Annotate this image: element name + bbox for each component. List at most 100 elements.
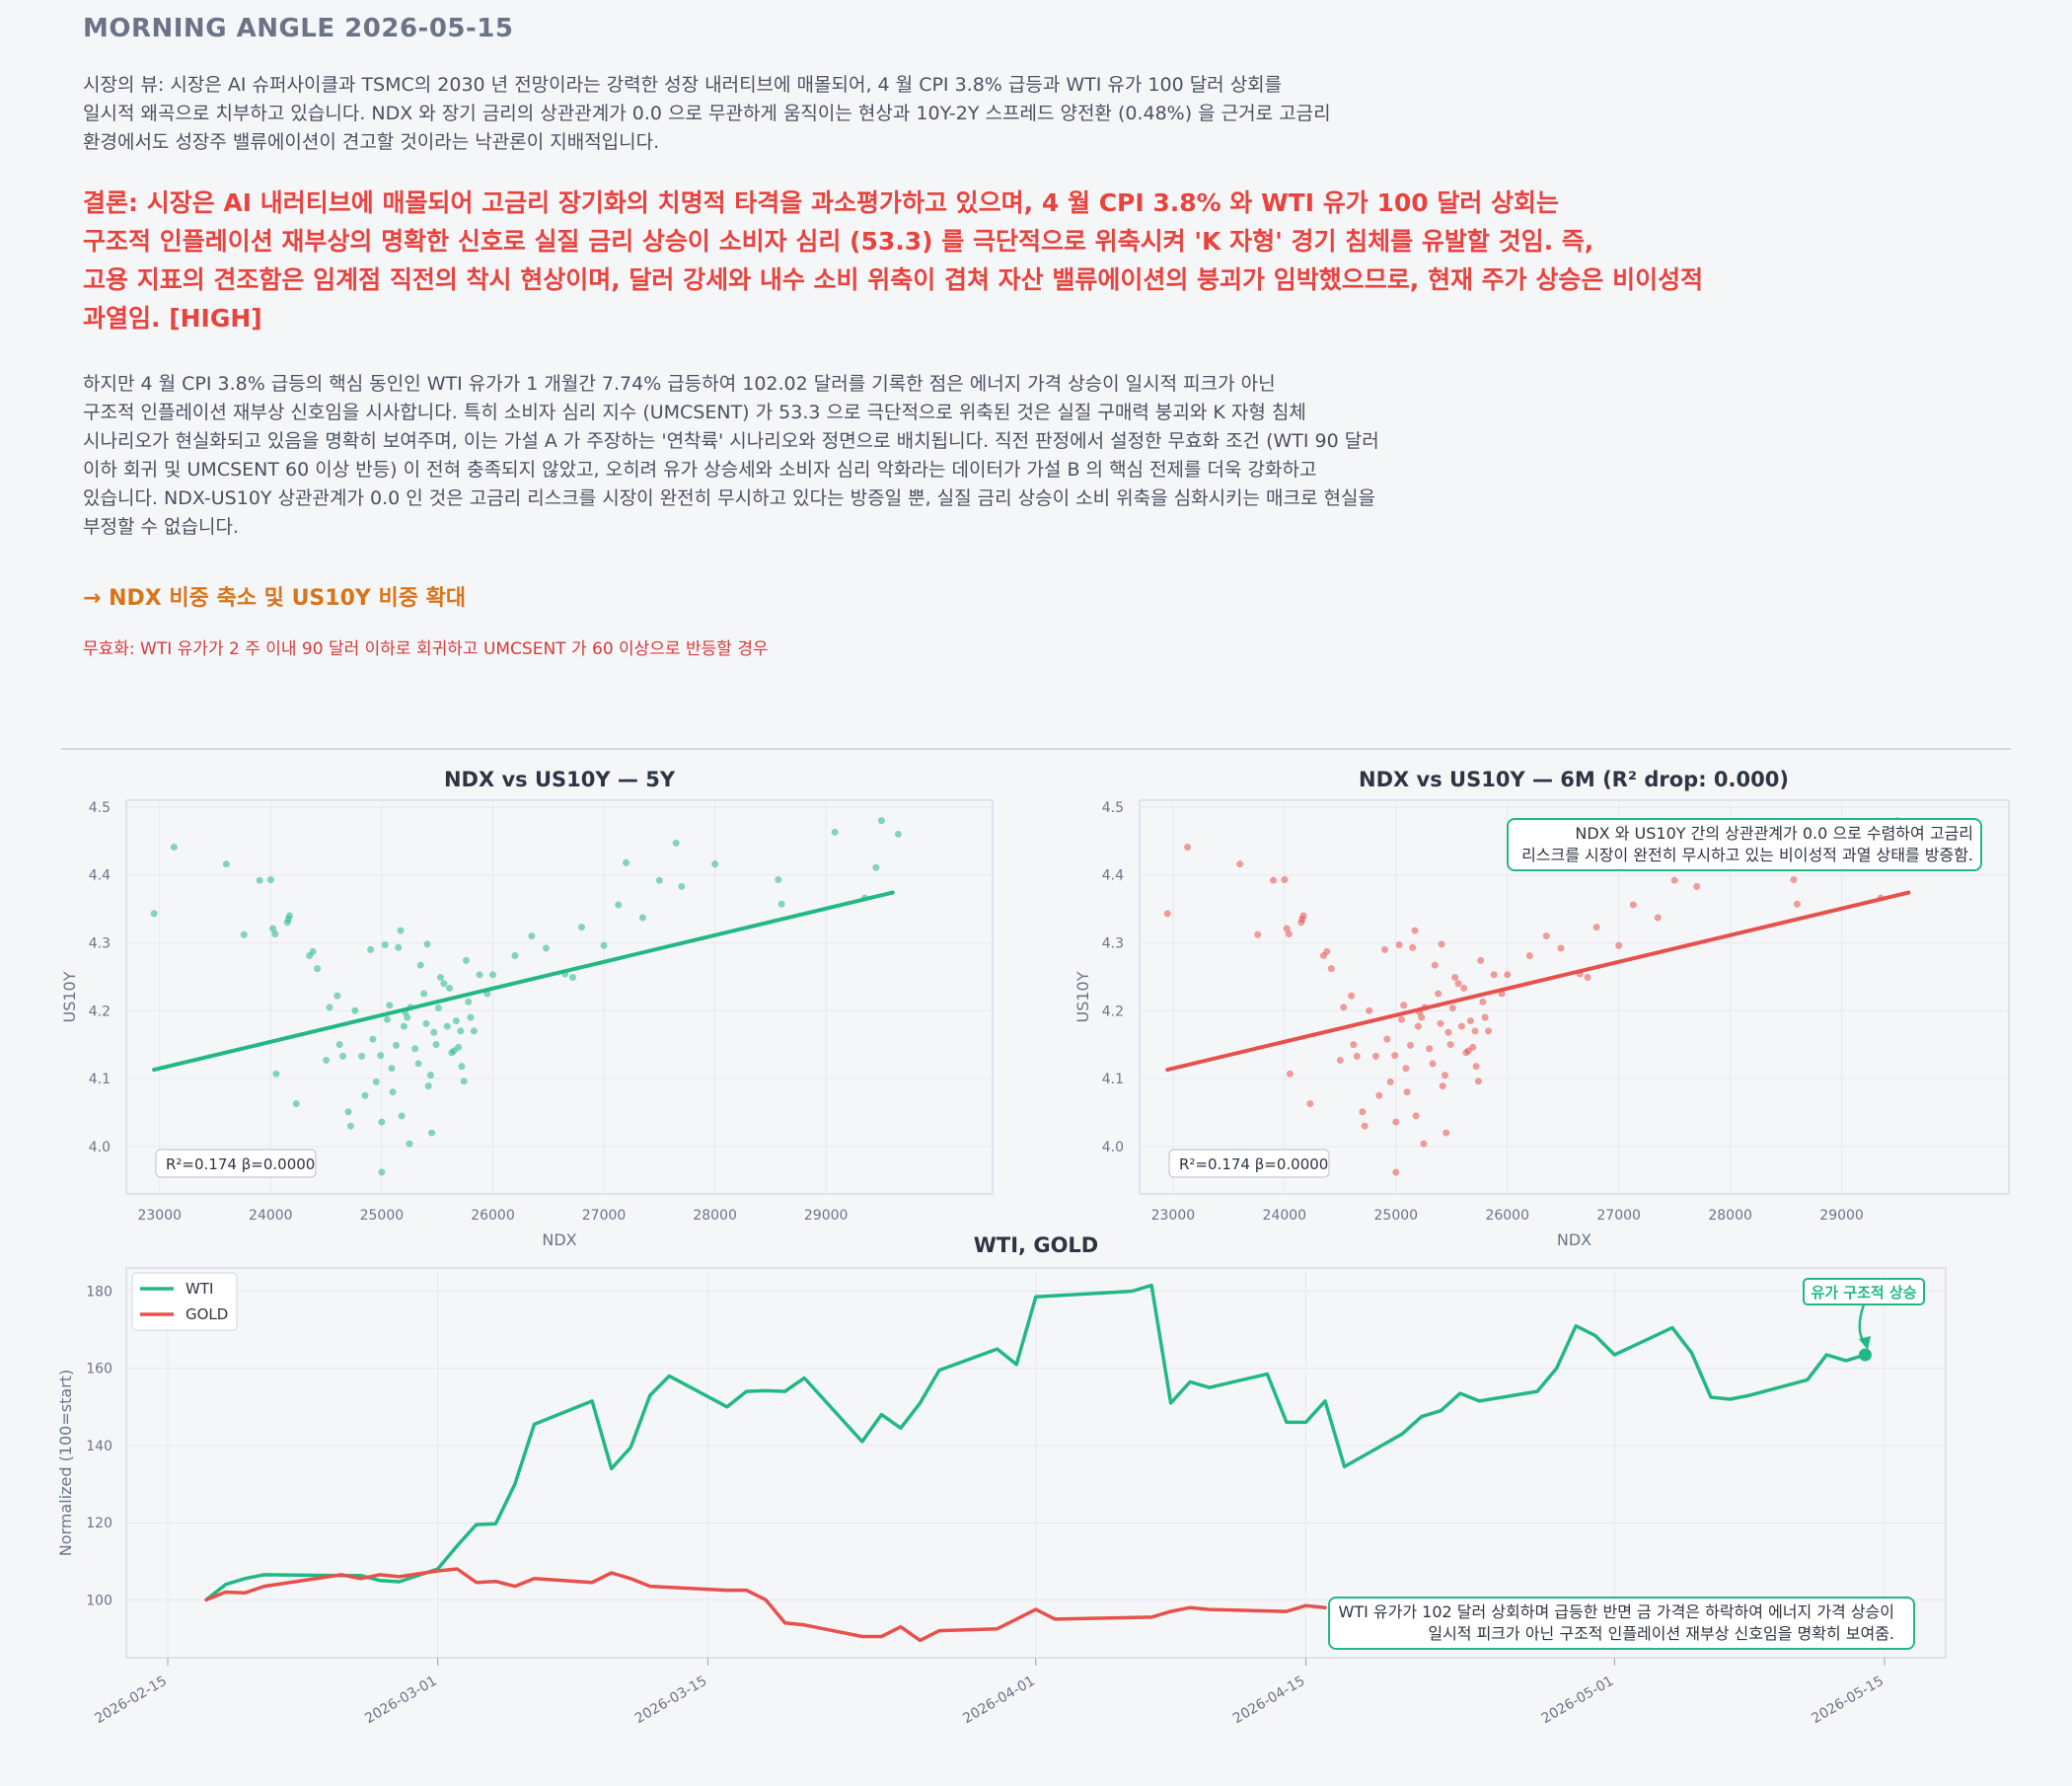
stats-box (1168, 1149, 1330, 1178)
x-tick-label: 2026-02-15 (93, 1674, 170, 1728)
y-tick-label: 4.4 (89, 868, 111, 884)
scatter-point (528, 932, 536, 940)
scatter-chart-1: 23000 24000 25000 26000 27000 28000 29000 4.0 4.… (60, 768, 994, 1249)
scatter-point (458, 1063, 466, 1071)
legend-label: WTI (185, 1280, 213, 1298)
page-title: MORNING ANGLE 2026-05-15 (83, 14, 514, 43)
market-view-text: 시장의 뷰: 시장은 AI 슈퍼사이클과 TSMC의 2030 년 전망이라는 … (83, 74, 1331, 153)
scatter-point (1504, 971, 1512, 979)
invalidation-condition: 무효화: WTI 유가가 2 주 이내 90 달러 이하로 회귀하고 UMCSE… (83, 639, 769, 659)
scatter-point (1471, 1027, 1479, 1035)
scatter-point (1485, 1027, 1493, 1035)
y-tick-label: 4.0 (1102, 1140, 1124, 1155)
y-axis-label: US10Y (1073, 971, 1092, 1022)
y-tick-label: 160 (86, 1362, 112, 1377)
y-tick-label: 4.2 (89, 1004, 111, 1019)
scatter-point (1441, 1072, 1448, 1079)
x-tick-label: 2026-04-15 (1230, 1674, 1307, 1728)
scatter-point (406, 1140, 413, 1148)
scatter-point (831, 828, 839, 836)
x-tick-label: 25000 (360, 1208, 405, 1224)
scatter-point (170, 843, 178, 851)
scatter-point (358, 1052, 366, 1060)
scatter-point (777, 900, 785, 908)
chart-title: NDX vs US10Y — 6M (R² drop: 0.000) (1359, 768, 1789, 791)
scatter-point (446, 985, 454, 993)
scatter-point (1298, 915, 1306, 923)
scatter-point (542, 944, 550, 952)
scatter-point (877, 817, 885, 825)
scatter-point (1451, 974, 1459, 982)
scatter-point (623, 858, 630, 866)
scatter-point (361, 1091, 369, 1099)
x-tick-label: 27000 (1596, 1208, 1641, 1224)
scatter-point (346, 1122, 354, 1130)
scatter-point (1439, 1082, 1446, 1090)
x-tick-label: 24000 (1263, 1208, 1307, 1224)
scatter-point (1438, 940, 1445, 948)
scatter-point (424, 1082, 432, 1090)
scatter-point (430, 1028, 438, 1036)
scatter-point (465, 998, 473, 1005)
scatter-point (378, 1168, 386, 1176)
scatter-point (678, 882, 686, 890)
scatter-point (1418, 1013, 1426, 1021)
scatter-point (1584, 974, 1591, 982)
y-tick-label: 4.3 (1102, 935, 1124, 951)
scatter-point (1403, 1088, 1411, 1096)
scatter-point (1443, 1129, 1450, 1137)
scatter-point (335, 1041, 343, 1049)
scatter-point (240, 930, 248, 938)
scatter-point (1383, 1035, 1391, 1043)
y-axis-label: US10Y (60, 971, 79, 1022)
scatter-point (1353, 1052, 1361, 1060)
chart-title: NDX vs US10Y — 5Y (444, 768, 676, 791)
scatter-point (388, 1065, 396, 1073)
scatter-point (426, 1072, 434, 1079)
scatter-point (872, 863, 880, 871)
scatter-point (1184, 843, 1192, 851)
annotation-arrowhead (1859, 1336, 1871, 1350)
chart-title: WTI, GOLD (974, 1233, 1099, 1257)
scatter-point (416, 961, 424, 969)
scatter-point (655, 876, 663, 884)
x-tick-label: 27000 (582, 1208, 627, 1224)
scatter-point (292, 1100, 300, 1108)
scatter-point (1327, 965, 1335, 973)
scatter-point (672, 839, 680, 847)
x-tick-label: 24000 (249, 1208, 293, 1224)
regression-line (152, 890, 895, 1073)
scatter-point (455, 1043, 463, 1051)
scatter-point (1361, 1122, 1369, 1130)
series-line-gold (204, 1567, 1327, 1643)
x-tick-label: 28000 (693, 1208, 737, 1224)
stats-box (155, 1149, 317, 1178)
scatter-point (1391, 1052, 1399, 1060)
scatter-point (381, 941, 389, 949)
y-tick-label: 4.4 (1102, 868, 1124, 884)
scatter-point (1414, 1022, 1422, 1030)
scatter-point (1392, 1118, 1400, 1126)
scatter-point (1285, 930, 1293, 938)
scatter-point (411, 1045, 419, 1053)
scatter-point (1479, 998, 1487, 1005)
stats-label: R²=0.174 β=0.0000 (1179, 1155, 1328, 1173)
y-tick-label: 120 (86, 1516, 112, 1531)
scatter-point (711, 860, 719, 868)
x-tick-label: 2026-04-01 (960, 1674, 1037, 1728)
scatter-point (1454, 980, 1462, 988)
scatter-point (1412, 1112, 1420, 1120)
x-tick-label: 2026-03-15 (632, 1674, 709, 1728)
scatter-point (1375, 1091, 1383, 1099)
plot-frame (125, 799, 994, 1195)
scatter-point (1254, 930, 1262, 938)
scatter-point (440, 980, 448, 988)
scatter-point (1472, 1063, 1480, 1071)
scatter-point (1350, 1041, 1358, 1049)
scatter-point (462, 956, 470, 964)
section-divider (61, 748, 2011, 750)
y-tick-label: 4.0 (89, 1140, 111, 1155)
scatter-point (398, 1112, 406, 1120)
scatter-point (615, 901, 623, 909)
